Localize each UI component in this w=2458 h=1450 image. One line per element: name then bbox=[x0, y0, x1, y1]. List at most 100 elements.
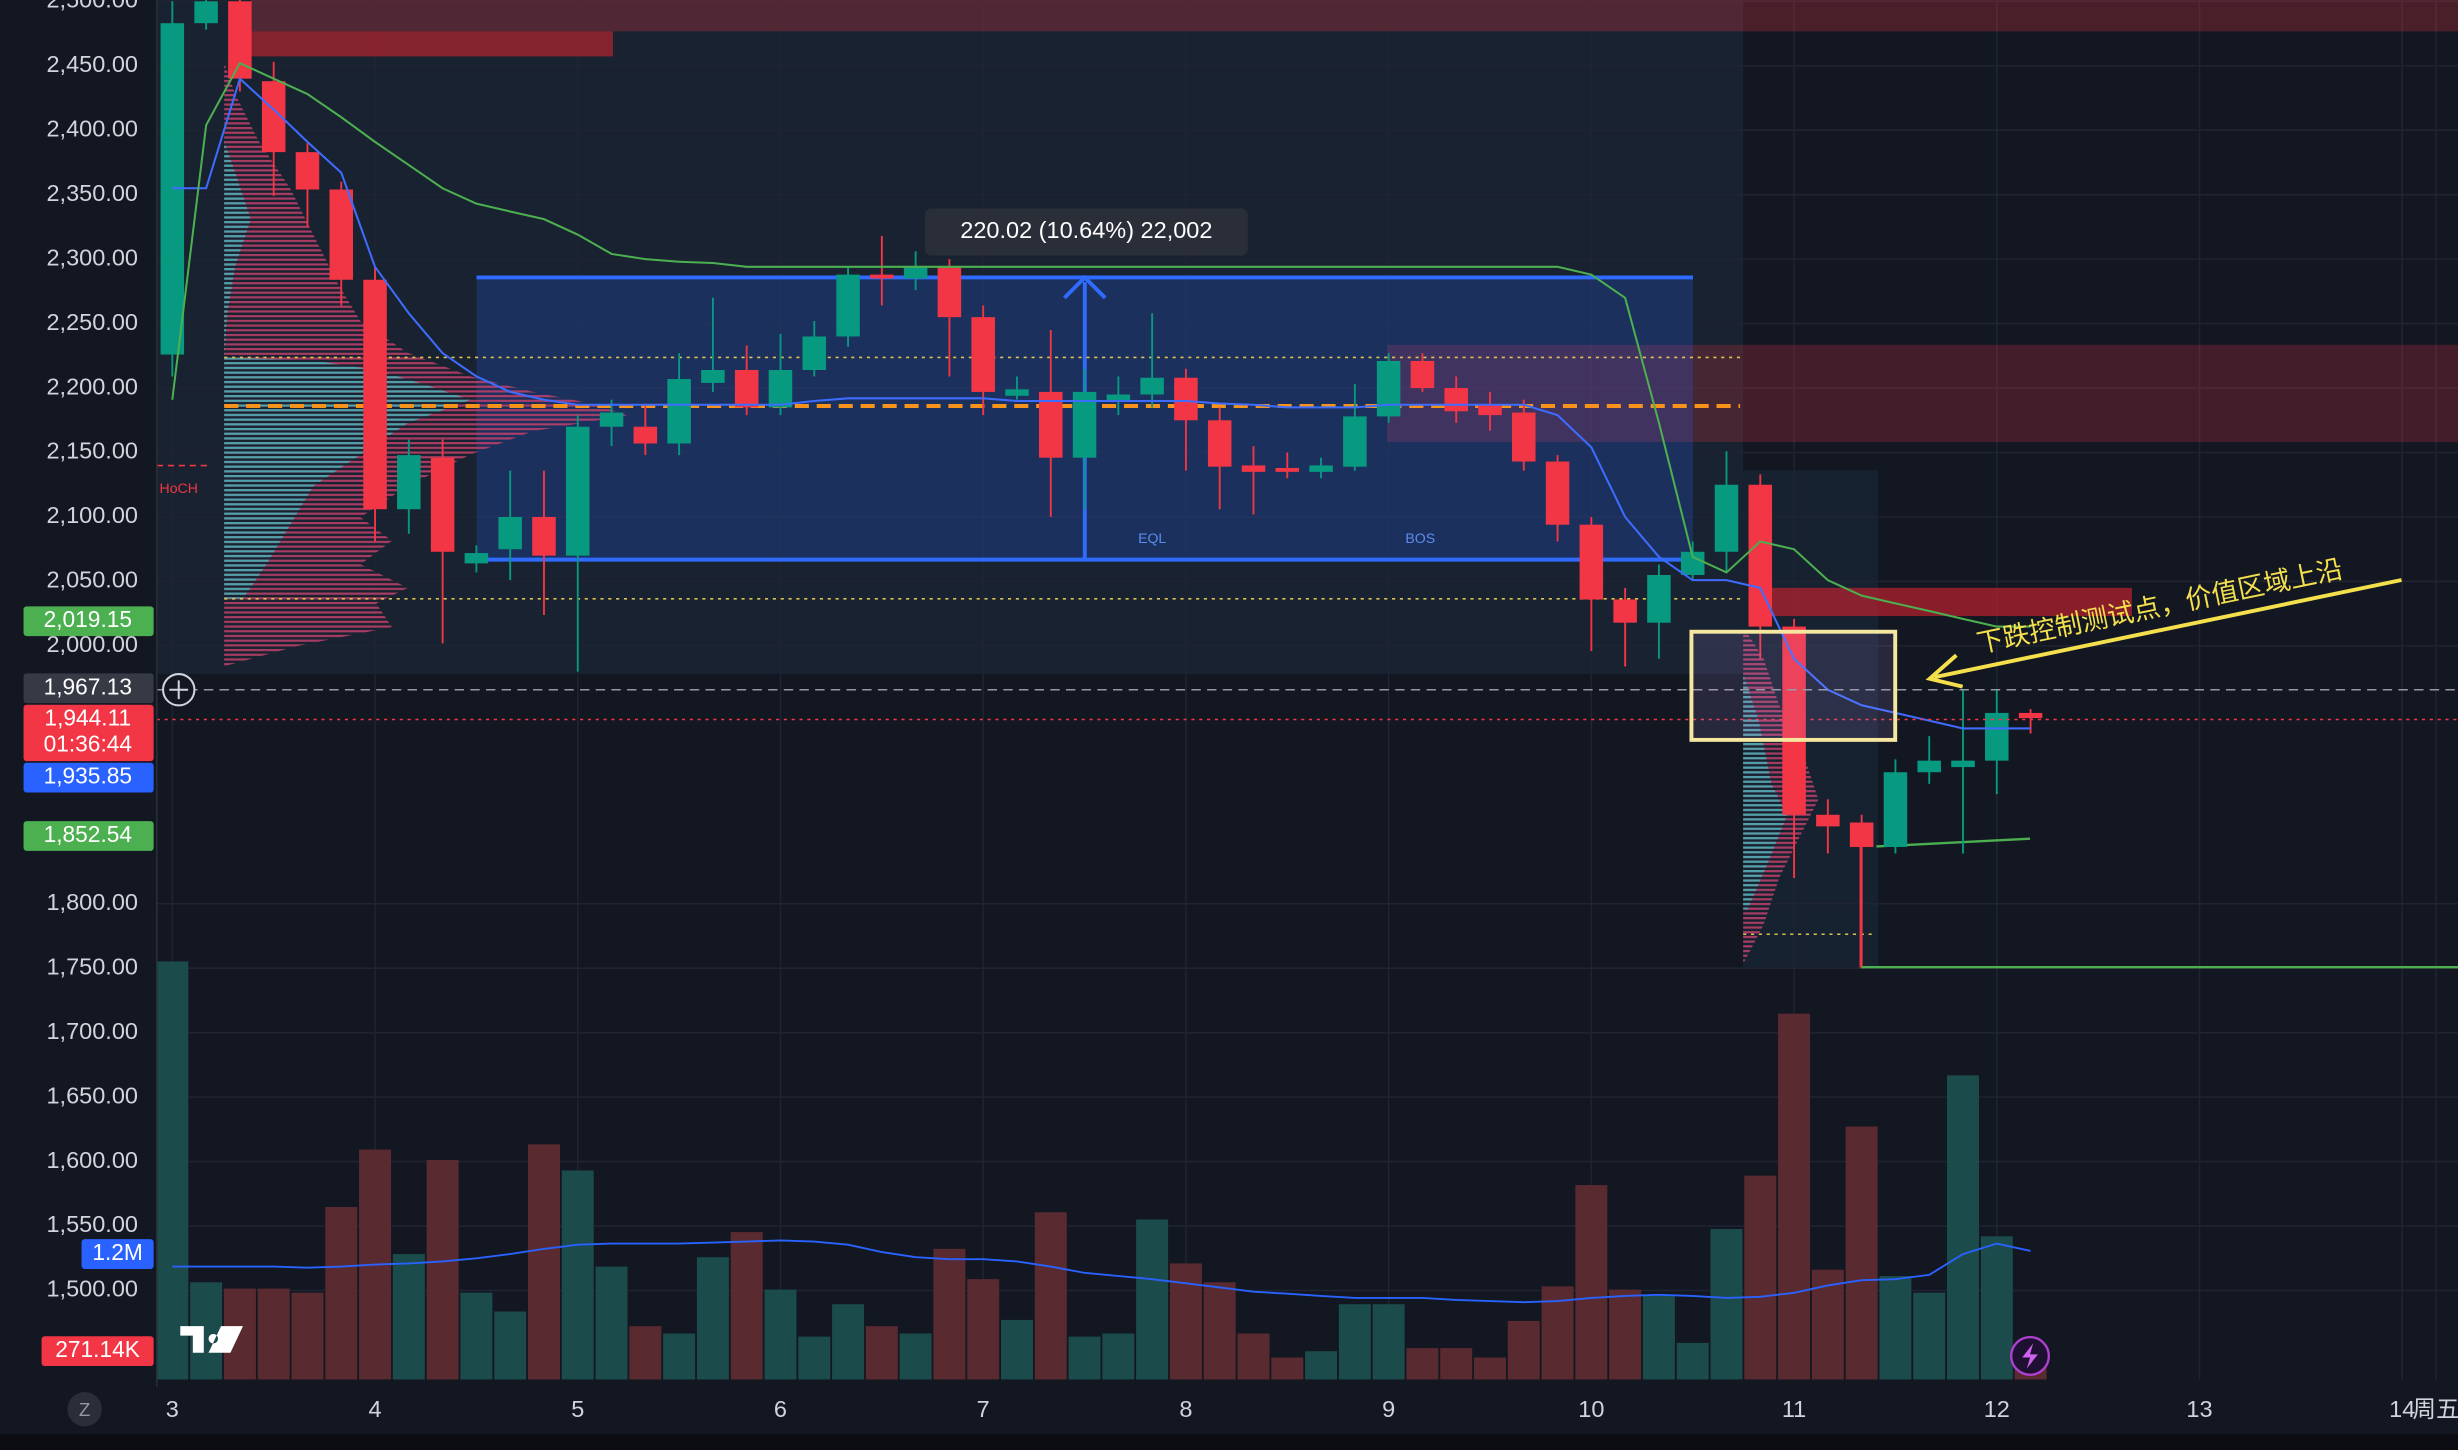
candle-body bbox=[734, 370, 759, 408]
hoch-label: HoCH bbox=[160, 480, 198, 496]
price-tag-label: 1,852.54 bbox=[44, 821, 132, 847]
volume-bar bbox=[1237, 1333, 1270, 1380]
candle-body bbox=[633, 426, 658, 444]
bottom-bar bbox=[0, 1434, 2458, 1450]
volume-profile bbox=[224, 62, 628, 667]
volume-bar bbox=[696, 1257, 729, 1380]
candle-body bbox=[903, 266, 928, 279]
candle-body bbox=[1039, 391, 1063, 458]
candle-body bbox=[667, 379, 691, 444]
candle-body bbox=[937, 266, 962, 318]
volume-bar bbox=[1879, 1276, 1912, 1380]
candle-body bbox=[397, 455, 421, 510]
candle-body bbox=[768, 370, 793, 408]
candle-body bbox=[1613, 599, 1637, 623]
y-tick-label: 2,300.00 bbox=[46, 244, 137, 270]
volume-bar bbox=[1034, 1212, 1067, 1380]
volume-bar bbox=[1845, 1126, 1878, 1380]
candle-body bbox=[1444, 388, 1468, 412]
volume-bar bbox=[1913, 1292, 1946, 1380]
y-tick-label: 2,350.00 bbox=[46, 180, 137, 206]
candle-body bbox=[329, 189, 354, 280]
y-tick-label: 1,800.00 bbox=[46, 889, 137, 915]
volume-bar bbox=[832, 1304, 865, 1380]
volume-profile bbox=[1743, 627, 1819, 965]
volume-tag-label: 271.14K bbox=[55, 1336, 140, 1362]
candle-body bbox=[532, 516, 556, 556]
volume-bar bbox=[1947, 1075, 1979, 1380]
candle-body bbox=[1816, 814, 1840, 827]
candle-body bbox=[2018, 712, 2043, 719]
candle-body bbox=[1275, 467, 1300, 472]
candle-body bbox=[1782, 626, 1806, 815]
x-tick-label: 13 bbox=[2186, 1396, 2212, 1422]
candle-body bbox=[1985, 712, 2009, 761]
annotation-arrow bbox=[1934, 578, 2402, 680]
volume-bar bbox=[1305, 1351, 1338, 1380]
candle-body bbox=[1512, 412, 1536, 462]
y-tick-label: 1,500.00 bbox=[46, 1276, 137, 1302]
x-tick-label: 7 bbox=[977, 1396, 990, 1422]
bos-label: BOS bbox=[1405, 530, 1435, 546]
y-tick-label: 2,150.00 bbox=[46, 438, 137, 464]
z-label: Z bbox=[79, 1399, 90, 1420]
volume-bar bbox=[865, 1326, 898, 1380]
candle-body bbox=[1140, 377, 1164, 395]
y-tick-label: 1,600.00 bbox=[46, 1147, 137, 1173]
y-tick-label: 2,200.00 bbox=[46, 373, 137, 399]
candle-body bbox=[1005, 389, 1029, 396]
y-tick-label: 1,700.00 bbox=[46, 1018, 137, 1044]
measure-text: 220.02 (10.64%) 22,002 bbox=[960, 217, 1212, 243]
volume-tag-label: 1.2M bbox=[92, 1239, 143, 1265]
candle-body bbox=[1478, 404, 1502, 416]
indicator-line bbox=[171, 61, 2031, 628]
candle-body bbox=[1579, 524, 1604, 600]
volume-bar bbox=[1440, 1348, 1473, 1380]
candle-body bbox=[1647, 574, 1671, 623]
candle-body bbox=[498, 516, 522, 550]
candle-body bbox=[1883, 772, 1908, 848]
volume-bar bbox=[1406, 1348, 1439, 1380]
volume-bar bbox=[1169, 1263, 1202, 1380]
x-tick-label: 3 bbox=[166, 1396, 179, 1422]
candle-body bbox=[1072, 391, 1097, 458]
price-tag bbox=[23, 704, 154, 762]
volume-bar bbox=[1676, 1342, 1709, 1380]
volume-bar bbox=[494, 1311, 527, 1380]
supply-zone bbox=[1771, 587, 2132, 617]
z-button[interactable] bbox=[67, 1392, 102, 1427]
volume-bar bbox=[1068, 1336, 1101, 1380]
volume-profile bbox=[224, 357, 471, 599]
volume-layer bbox=[156, 961, 2047, 1380]
volume-bar bbox=[1744, 1175, 1777, 1380]
y-tick-label: 1,550.00 bbox=[46, 1211, 137, 1237]
candle-body bbox=[1849, 822, 1874, 848]
volume-bar bbox=[1474, 1357, 1506, 1380]
price-tag bbox=[23, 762, 154, 793]
volume-bar bbox=[392, 1254, 425, 1380]
measure-tooltip bbox=[924, 208, 1248, 256]
candles bbox=[160, 0, 2043, 967]
y-tick-label: 1,750.00 bbox=[46, 953, 137, 979]
add-icon bbox=[169, 680, 189, 700]
y-tick-label: 2,400.00 bbox=[46, 115, 137, 141]
volume-bar bbox=[663, 1333, 696, 1380]
measure-arrowhead bbox=[1063, 274, 1107, 300]
price-tag-label: 2,019.15 bbox=[44, 606, 132, 632]
volume-bar bbox=[1710, 1228, 1743, 1380]
grid bbox=[156, 0, 2458, 1380]
volume-bar bbox=[764, 1289, 797, 1380]
annotation-arrowhead bbox=[1925, 653, 1964, 689]
price-axis-labels: 2,500.00 2,450.00 2,400.00 2,350.00 2,300.00… bbox=[46, 0, 137, 1302]
volume-bar bbox=[1102, 1333, 1135, 1380]
x-tick-label: 14 bbox=[2389, 1396, 2415, 1422]
volume-bar bbox=[1642, 1295, 1675, 1380]
volume-bar bbox=[527, 1144, 560, 1380]
supply-zone bbox=[250, 0, 2458, 32]
candle-body bbox=[1680, 551, 1705, 575]
volume-bar bbox=[1575, 1185, 1608, 1380]
volume-bar bbox=[561, 1170, 594, 1380]
countdown-label: 01:36:44 bbox=[44, 730, 132, 756]
